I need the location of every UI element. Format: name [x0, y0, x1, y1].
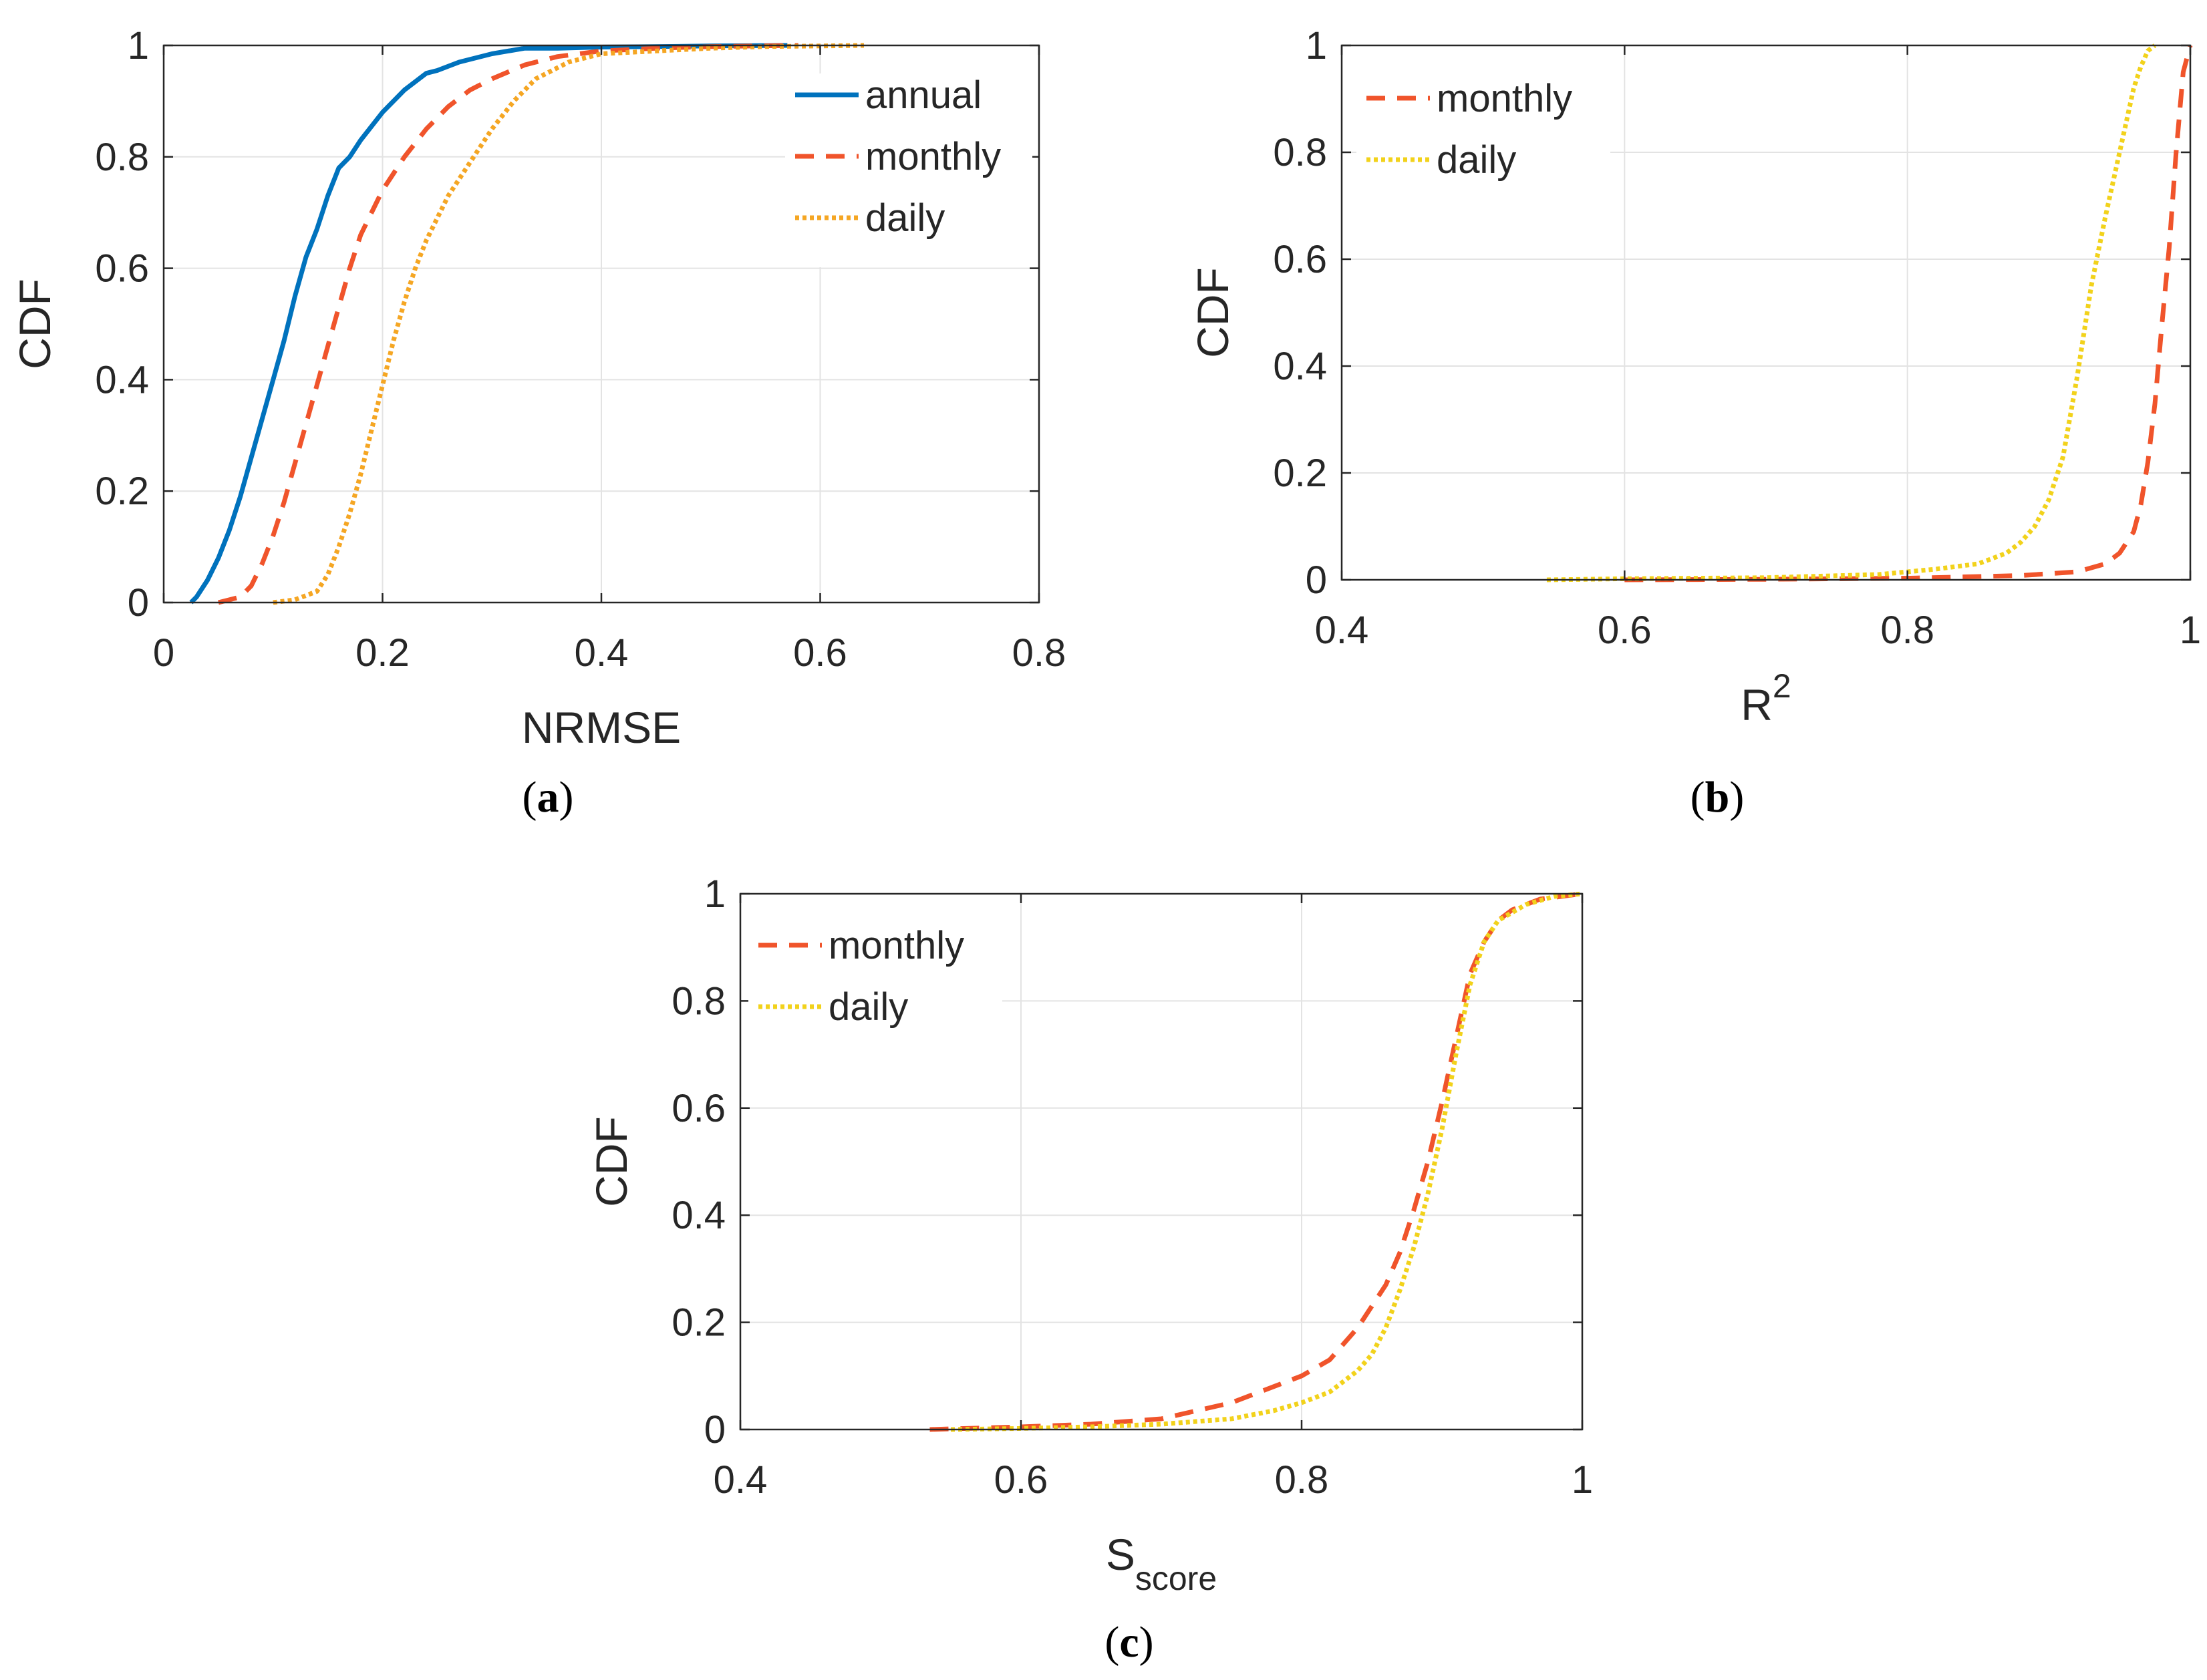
x-tick-label: 0.6 [994, 1458, 1048, 1502]
legend: monthly daily [1356, 77, 1610, 210]
chart-a-nrmse-cdf: 0 0.2 0.4 0.6 0.8 0 0.2 0.4 0.6 0.8 1 CDF NRMSE annua… [10, 24, 1066, 822]
x-axis-label-main: NRMSE [522, 703, 681, 752]
x-tick-label: 1 [2180, 609, 2201, 652]
x-axis-label: NRMSE [522, 703, 681, 752]
panel-caption: (c) [1105, 1618, 1153, 1667]
y-tick-label: 1 [128, 24, 149, 67]
y-tick-label: 0.2 [672, 1301, 726, 1345]
legend: annual monthly daily [785, 73, 1032, 267]
x-axis-label: R2 [1741, 667, 1791, 729]
x-tick-label: 0.8 [1880, 609, 1934, 652]
series-line-annual [189, 43, 788, 605]
panel-caption-letter: b [1705, 773, 1730, 822]
x-axis-label-main: S [1106, 1530, 1135, 1579]
x-tick-label: 0.4 [714, 1458, 768, 1502]
legend-label-daily: daily [865, 196, 945, 240]
series-line-daily [273, 43, 865, 605]
x-axis-label-sup: 2 [1773, 667, 1791, 705]
y-tick-label: 0.8 [1273, 131, 1327, 174]
y-axis-label: CDF [587, 1116, 636, 1207]
x-axis-label-sub: score [1135, 1560, 1217, 1597]
legend: monthly daily [748, 924, 1002, 1057]
y-tick-label: 0.4 [1273, 345, 1327, 388]
panel-caption-letter: c [1119, 1618, 1139, 1667]
x-axis-label-main: R [1741, 680, 1773, 729]
y-tick-label: 0.6 [1273, 238, 1327, 281]
y-tick-label: 0.6 [95, 247, 149, 291]
x-tick-label: 0.8 [1275, 1458, 1329, 1502]
legend-label-monthly: monthly [1437, 77, 1572, 120]
legend-label-monthly: monthly [829, 924, 964, 967]
x-tick-label: 0 [153, 631, 174, 675]
axes-box [1340, 44, 2192, 581]
x-tick-label: 0.8 [1012, 631, 1066, 675]
series-line-monthly [218, 43, 798, 605]
panel-caption-letter: a [537, 773, 559, 822]
y-tick-label: 1 [1306, 24, 1327, 67]
legend-label-annual: annual [865, 73, 982, 117]
y-tick-label: 0.6 [672, 1087, 726, 1130]
y-tick-label: 0.8 [95, 136, 149, 179]
series-line-monthly [1624, 45, 2193, 582]
y-tick-label: 0.2 [95, 470, 149, 513]
chart-b-r2-cdf: 0.4 0.6 0.8 1 0 0.2 0.4 0.6 0.8 1 CDF R2 monthly dail… [1188, 24, 2201, 822]
x-axis-label: Sscore [1106, 1530, 1217, 1597]
legend-box [785, 73, 1032, 267]
y-tick-label: 1 [704, 872, 726, 916]
x-tick-label: 0.6 [1598, 609, 1652, 652]
series-line-monthly [929, 891, 1583, 1432]
y-tick-label: 0 [704, 1408, 726, 1452]
legend-label-monthly: monthly [865, 135, 1001, 178]
y-tick-label: 0 [128, 581, 149, 625]
chart-c-sscore-cdf: 0.4 0.6 0.8 1 0 0.2 0.4 0.6 0.8 1 CDF Sscore monthly… [587, 872, 1593, 1667]
panel-caption: (b) [1690, 773, 1745, 822]
series-line-daily [950, 891, 1583, 1432]
y-tick-label: 0.4 [672, 1194, 726, 1237]
legend-label-daily: daily [1437, 138, 1516, 182]
series-line-daily [1546, 43, 2157, 582]
panel-caption: (a) [523, 773, 574, 822]
y-axis-label: CDF [10, 279, 59, 369]
y-axis-label: CDF [1188, 267, 1237, 358]
x-tick-label: 1 [1572, 1458, 1593, 1502]
x-tick-label: 0.4 [1315, 609, 1369, 652]
x-tick-label: 0.4 [575, 631, 629, 675]
axes-box [739, 892, 1584, 1431]
y-tick-label: 0 [1306, 558, 1327, 602]
y-tick-label: 0.8 [672, 979, 726, 1023]
x-tick-label: 0.6 [793, 631, 847, 675]
y-tick-label: 0.2 [1273, 452, 1327, 495]
y-tick-label: 0.4 [95, 358, 149, 401]
x-tick-label: 0.2 [355, 631, 410, 675]
legend-label-daily: daily [829, 985, 908, 1029]
